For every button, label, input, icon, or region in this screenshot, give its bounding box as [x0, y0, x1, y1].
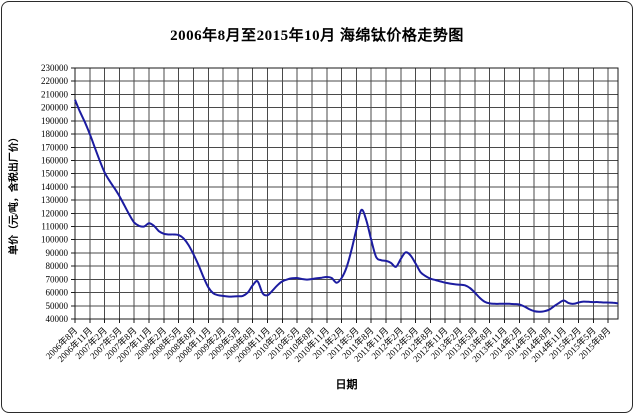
y-tick-label: 200000	[41, 103, 69, 113]
y-tick-label: 100000	[41, 235, 69, 245]
plot-frame	[74, 67, 619, 320]
grid	[75, 68, 618, 319]
y-tick-label: 130000	[41, 195, 69, 205]
y-tick-label: 140000	[41, 182, 69, 192]
y-tick-label: 70000	[46, 274, 69, 284]
y-tick-label: 60000	[46, 288, 69, 298]
price-line	[74, 99, 619, 313]
y-tick-label: 40000	[46, 314, 69, 324]
y-tick-label: 90000	[46, 248, 69, 258]
y-tick-label: 220000	[41, 76, 69, 86]
y-tick-label: 110000	[41, 222, 68, 232]
y-tick-label: 190000	[41, 116, 69, 126]
x-axis-title: 日期	[336, 377, 358, 391]
y-tick-label: 80000	[46, 261, 69, 271]
y-tick-label: 150000	[41, 169, 69, 179]
y-tick-label: 180000	[41, 129, 69, 139]
axis-ticks	[71, 67, 609, 323]
y-tick-label: 50000	[46, 301, 69, 311]
chart-title: 2006年8月至2015年10月 海绵钛价格走势图	[170, 28, 464, 44]
y-axis-labels: 40000 50000 60000 70000 80000 90000 100000 1100…	[41, 63, 69, 324]
y-tick-label: 120000	[41, 208, 69, 218]
y-tick-label: 170000	[41, 142, 69, 152]
x-axis-labels: 2006年8月2006年11月2007年2月2007年5月2007年8月2007…	[43, 325, 613, 364]
y-tick-label: 230000	[41, 63, 69, 73]
y-tick-label: 160000	[41, 155, 69, 165]
y-tick-label: 210000	[41, 89, 69, 99]
y-axis-title: 单价（元/吨，含税出厂价）	[7, 132, 20, 255]
